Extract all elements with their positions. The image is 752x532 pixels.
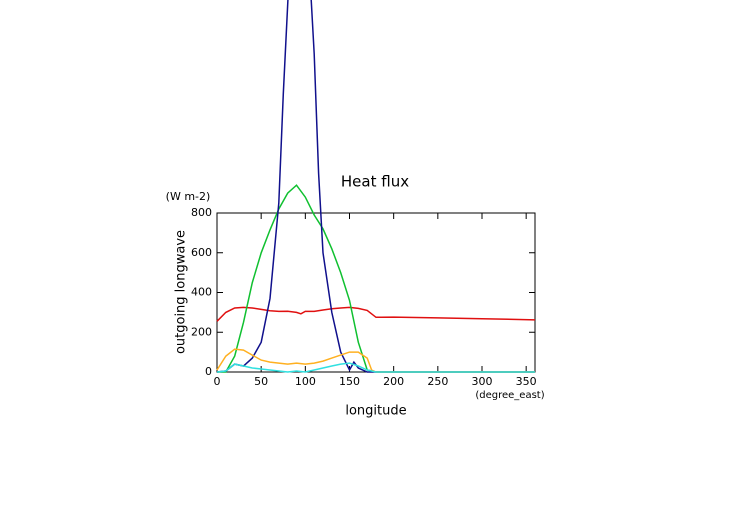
y-axis-label: outgoing longwave: [174, 230, 189, 354]
x-tick-label: 100: [295, 375, 316, 388]
y-unit: (W m-2): [166, 190, 211, 203]
x-tick-label: 150: [339, 375, 360, 388]
x-tick-label: 50: [254, 375, 268, 388]
x-axis-label: longitude: [345, 404, 406, 419]
y-tick-label: 400: [191, 286, 212, 299]
data-line: [216, 0, 535, 373]
y-tick-label: 0: [205, 365, 212, 378]
x-tick-label: 350: [516, 375, 537, 388]
y-tick-label: 200: [191, 325, 212, 338]
x-tick-label: 300: [472, 375, 493, 388]
chart-title: Heat flux: [341, 173, 409, 191]
x-tick-label: 250: [427, 375, 448, 388]
y-tick-label: 600: [191, 246, 212, 259]
x-tick-label: 200: [383, 375, 404, 388]
data-line: [216, 306, 536, 322]
x-tick-label: 0: [214, 375, 221, 388]
y-tick-label: 800: [191, 206, 212, 219]
data-line: [216, 362, 535, 373]
plot-frame: [216, 212, 536, 373]
data-line: [216, 348, 535, 373]
x-unit: (degree_east): [475, 390, 544, 401]
